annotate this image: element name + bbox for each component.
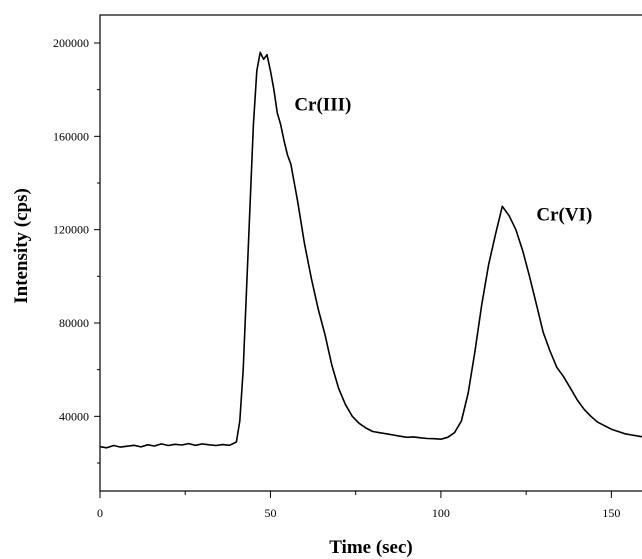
y-tick-label: 160000: [53, 129, 89, 143]
x-tick-label: 50: [264, 506, 276, 520]
x-axis-ticks: 0 50 100 150: [97, 491, 620, 520]
x-tick-label: 150: [602, 506, 620, 520]
x-axis-title: Time (sec): [329, 537, 413, 558]
annotation-cr-iii: Cr(III): [294, 95, 351, 116]
x-tick-label: 0: [97, 506, 103, 520]
annotation-cr-vi: Cr(VI): [536, 204, 592, 225]
y-tick-label: 40000: [59, 409, 89, 423]
y-tick-label: 80000: [59, 316, 89, 330]
plot-frame: [99, 14, 642, 492]
series-line: [99, 51, 642, 449]
y-axis-ticks: 40000 80000 120000 160000 200000: [53, 36, 100, 464]
y-tick-label: 120000: [53, 223, 89, 237]
y-axis-title: Intensity (cps): [11, 188, 32, 304]
y-tick-label: 200000: [53, 36, 89, 50]
x-tick-label: 100: [432, 506, 450, 520]
